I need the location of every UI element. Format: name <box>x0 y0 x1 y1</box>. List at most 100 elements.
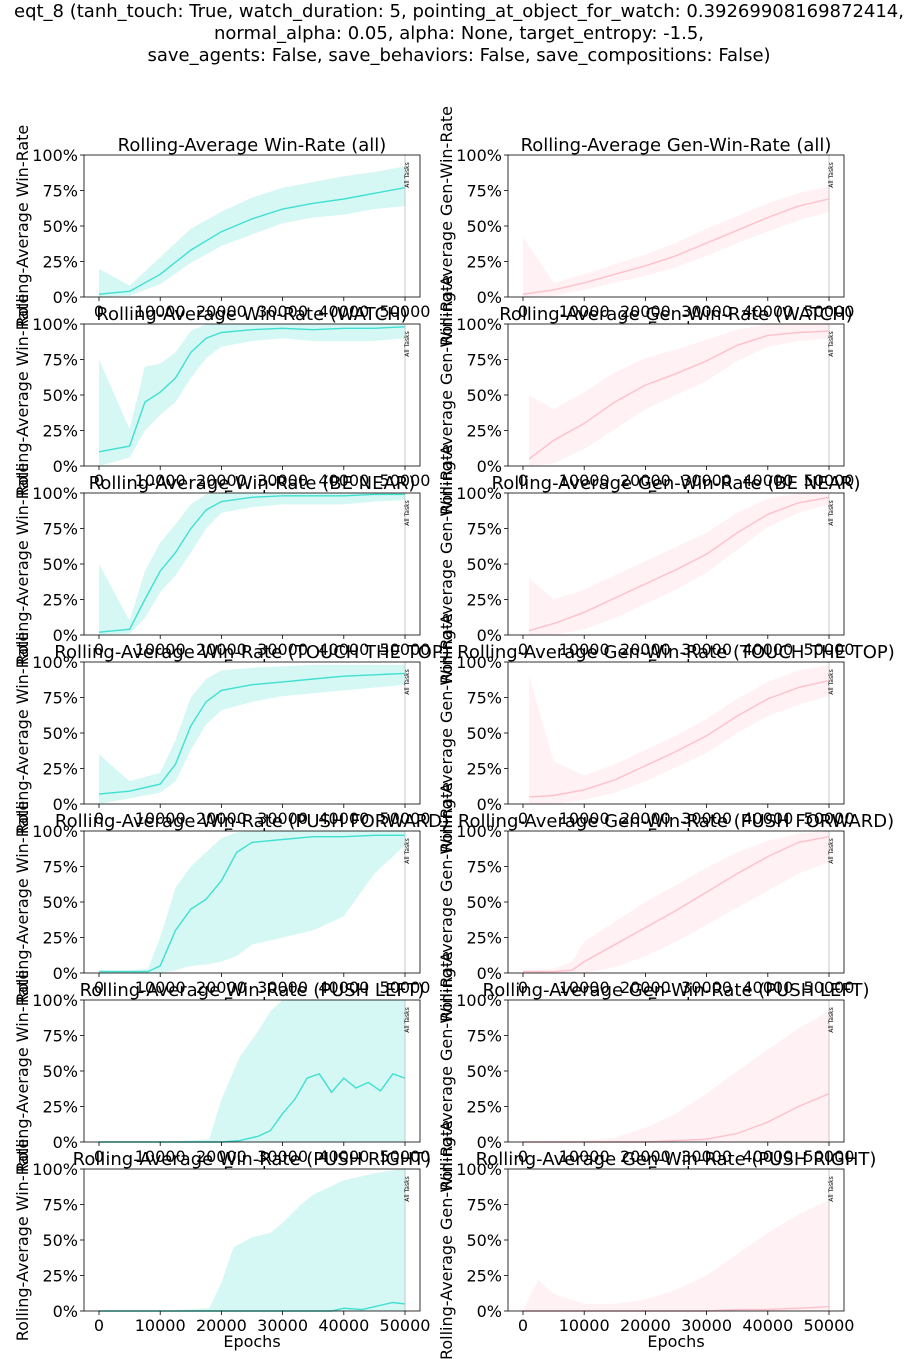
x-tick-label: 20000 <box>620 1316 671 1335</box>
y-tick-label: 50% <box>42 555 78 574</box>
y-tick-label: 25% <box>42 591 78 610</box>
x-tick-label: 50000 <box>380 640 431 659</box>
x-tick-label: 30000 <box>681 640 732 659</box>
y-tick-label: 0% <box>477 964 502 983</box>
x-tick-label: 20000 <box>196 809 247 828</box>
x-tick-label: 0 <box>518 1316 528 1335</box>
x-tick-label: 0 <box>518 471 528 490</box>
x-tick-label: 20000 <box>196 1316 247 1335</box>
y-tick-label: 75% <box>42 182 78 201</box>
x-tick-label: 20000 <box>620 302 671 321</box>
all-tasks-annotation: All Tasks <box>828 838 835 863</box>
x-tick-label: 40000 <box>318 302 369 321</box>
subplot-title: Rolling-Average Win-Rate (PUSH LEFT) <box>80 980 425 1001</box>
x-tick-label: 20000 <box>196 1147 247 1166</box>
y-tick-label: 50% <box>466 555 502 574</box>
y-tick-label: 75% <box>42 858 78 877</box>
x-tick-label: 10000 <box>559 1147 610 1166</box>
subplot-title: Rolling-Average Win-Rate (PUSH RIGHT) <box>73 1149 432 1170</box>
x-tick-label: 10000 <box>135 809 186 828</box>
x-tick-label: 10000 <box>559 809 610 828</box>
x-tick-label: 50000 <box>380 809 431 828</box>
y-tick-label: 50% <box>466 1062 502 1081</box>
x-tick-label: 0 <box>518 809 528 828</box>
y-tick-label: 75% <box>42 1196 78 1215</box>
confidence-band <box>523 1011 829 1142</box>
x-tick-label: 40000 <box>742 640 793 659</box>
y-tick-label: 0% <box>53 1133 78 1152</box>
subplot-title: Rolling-Average Win-Rate (WATCH) <box>96 304 407 325</box>
all-tasks-annotation: All Tasks <box>404 162 411 187</box>
plot-area <box>508 1000 844 1142</box>
y-tick-label: 75% <box>466 1027 502 1046</box>
y-tick-label: 0% <box>53 964 78 983</box>
x-tick-label: 10000 <box>135 1316 186 1335</box>
mean-line <box>99 834 405 973</box>
x-tick-label: 10000 <box>135 1147 186 1166</box>
x-tick-label: 40000 <box>742 809 793 828</box>
plot-area <box>84 662 420 804</box>
confidence-band <box>529 324 829 466</box>
x-tick-label: 20000 <box>196 302 247 321</box>
x-tick-label: 30000 <box>257 1147 308 1166</box>
y-tick-label: 25% <box>466 760 502 779</box>
confidence-band <box>99 166 405 297</box>
plot-area <box>84 155 420 297</box>
y-tick-label: 50% <box>466 893 502 912</box>
subplot-grid: All Tasks 0% 25% 50% 75% 100% 0 10000 20000 30000… <box>13 106 895 1359</box>
x-tick-label: 10000 <box>559 302 610 321</box>
y-tick-label: 50% <box>466 1231 502 1250</box>
x-tick-label: 10000 <box>135 302 186 321</box>
mean-line <box>98 326 406 453</box>
mean-line <box>528 496 830 632</box>
plot-area <box>508 493 844 635</box>
y-tick-label: 0% <box>477 288 502 307</box>
subplot-gen-win-rate-push-left: All Tasks 0% 25% 50% 75% 100% 0 10000 20000 30000… <box>437 951 869 1191</box>
figure-title-line-3: save_agents: False, save_behaviors: Fals… <box>147 45 770 66</box>
x-tick-label: 50000 <box>804 978 855 997</box>
x-tick-label: 30000 <box>257 1316 308 1335</box>
y-tick-label: 50% <box>42 386 78 405</box>
x-tick-label: 20000 <box>196 640 247 659</box>
x-tick-label: 40000 <box>318 471 369 490</box>
y-tick-label: 0% <box>477 626 502 645</box>
subplot-title: Rolling-Average Gen-Win-Rate (BE NEAR) <box>492 473 861 494</box>
y-tick-label: 50% <box>42 893 78 912</box>
subplot-win-rate-push-right: All Tasks 0% 25% 50% 75% 100% 0 10000 20000 30000… <box>13 1139 431 1351</box>
x-tick-label: 10000 <box>559 471 610 490</box>
plot-area <box>508 324 844 466</box>
x-tick-label: 30000 <box>681 1147 732 1166</box>
x-tick-label: 0 <box>518 302 528 321</box>
subplot-win-rate-all: All Tasks 0% 25% 50% 75% 100% 0 10000 20000 30000… <box>13 125 430 328</box>
all-tasks-annotation: All Tasks <box>828 162 835 187</box>
confidence-band <box>523 831 829 973</box>
all-tasks-annotation: All Tasks <box>404 500 411 525</box>
y-tick-label: 75% <box>42 351 78 370</box>
x-tick-label: 20000 <box>620 1147 671 1166</box>
y-tick-label: 50% <box>42 1062 78 1081</box>
figure-title-line-1: eqt_8 (tanh_touch: True, watch_duration:… <box>14 1 904 22</box>
x-tick-label: 30000 <box>257 809 308 828</box>
subplot-win-rate-touch-the-top: All Tasks 0% 25% 50% 75% 100% 0 10000 20000 30000… <box>13 632 450 844</box>
mean-line <box>98 672 406 795</box>
y-tick-label: 50% <box>466 386 502 405</box>
x-tick-label: 30000 <box>681 809 732 828</box>
subplot-title: Rolling-Average Win-Rate (all) <box>118 135 387 156</box>
y-tick-label: 100% <box>456 991 502 1010</box>
x-tick-label: 30000 <box>257 471 308 490</box>
y-axis-label: Rolling-Average Win-Rate <box>13 970 32 1173</box>
y-tick-label: 100% <box>456 315 502 334</box>
y-axis-label: Rolling-Average Win-Rate <box>13 801 32 1004</box>
subplot-win-rate-push-left: All Tasks 0% 25% 50% 75% 100% 0 10000 20000 30000… <box>13 970 430 1182</box>
y-tick-label: 100% <box>456 1160 502 1179</box>
y-axis-label: Rolling-Average Gen-Win-Rate <box>437 275 456 515</box>
y-tick-label: 100% <box>32 991 78 1010</box>
all-tasks-annotation: All Tasks <box>404 1007 411 1032</box>
subplot-title: Rolling-Average Gen-Win-Rate (PUSH RIGHT… <box>476 1149 877 1170</box>
confidence-band <box>529 664 829 804</box>
x-tick-label: 0 <box>518 978 528 997</box>
y-tick-label: 25% <box>466 1098 502 1117</box>
confidence-band <box>529 493 829 635</box>
y-tick-label: 0% <box>53 1302 78 1321</box>
x-tick-label: 30000 <box>257 978 308 997</box>
